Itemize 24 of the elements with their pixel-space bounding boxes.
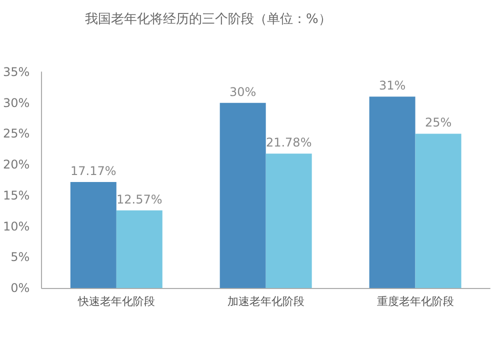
x-tick-label: 快速老年化阶段 bbox=[76, 295, 155, 308]
bar bbox=[369, 96, 416, 288]
y-tick-label: 5% bbox=[10, 250, 30, 264]
y-tick-label: 0% bbox=[10, 281, 30, 295]
data-label: 21.78% bbox=[266, 136, 312, 150]
y-tick-label: 10% bbox=[3, 219, 30, 234]
bar bbox=[70, 182, 116, 288]
y-tick-label: 35% bbox=[3, 65, 30, 79]
bar bbox=[116, 210, 162, 288]
chart-title: 我国老年化将经历的三个阶段（单位：%） bbox=[85, 12, 332, 27]
y-tick-label: 30% bbox=[3, 96, 30, 110]
x-tick-label: 重度老年化阶段 bbox=[376, 295, 454, 308]
y-tick-label: 20% bbox=[3, 158, 30, 172]
data-label: 31% bbox=[378, 78, 406, 93]
data-label: 25% bbox=[424, 116, 452, 130]
y-tick-label: 15% bbox=[3, 188, 30, 202]
data-label: 17.17% bbox=[70, 164, 116, 178]
data-label: 30% bbox=[230, 84, 256, 99]
y-tick-label: 25% bbox=[3, 126, 30, 141]
bar bbox=[266, 154, 312, 288]
bar bbox=[220, 102, 266, 288]
bar bbox=[415, 134, 462, 288]
x-tick-label: 加速老年化阶段 bbox=[227, 295, 304, 308]
data-label: 12.57% bbox=[116, 192, 162, 206]
